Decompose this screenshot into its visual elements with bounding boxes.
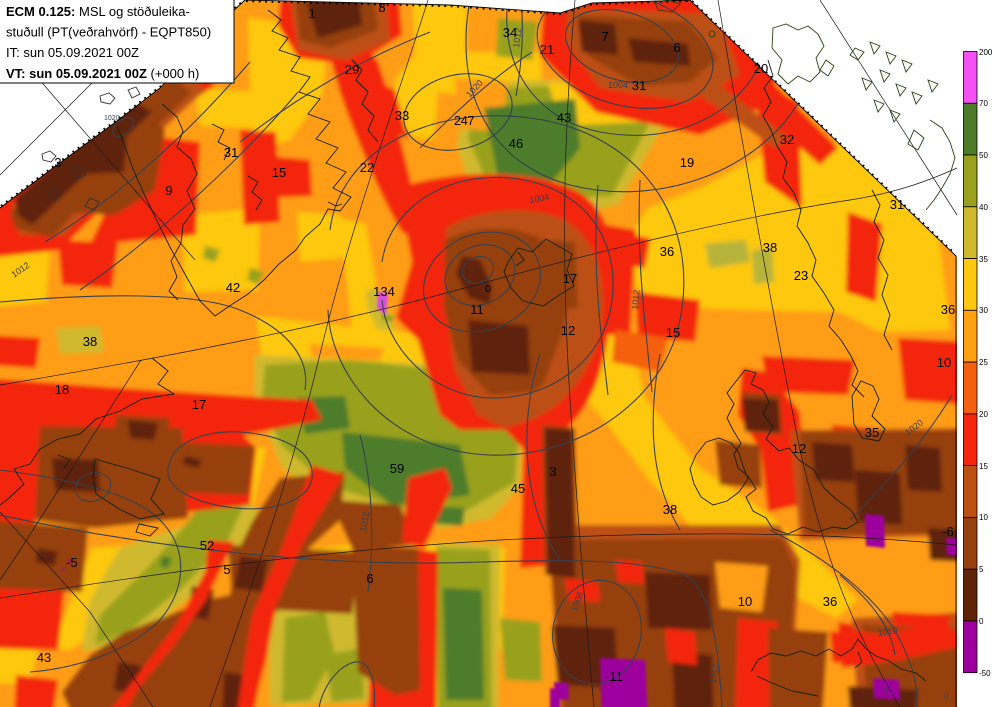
svg-text:-50: -50: [979, 669, 991, 678]
svg-text:23: 23: [794, 268, 808, 283]
svg-text:15: 15: [272, 165, 286, 180]
svg-text:6: 6: [673, 40, 680, 55]
svg-text:31: 31: [890, 197, 904, 212]
svg-text:20: 20: [979, 410, 988, 419]
svg-text:33: 33: [395, 108, 409, 123]
svg-text:42: 42: [226, 280, 240, 295]
svg-text:1004: 1004: [529, 192, 550, 205]
svg-text:200: 200: [979, 48, 993, 57]
svg-text:-5: -5: [66, 555, 78, 570]
svg-text:32: 32: [780, 132, 794, 147]
svg-text:12: 12: [561, 323, 575, 338]
svg-text:15: 15: [979, 462, 988, 471]
svg-text:0: 0: [485, 284, 491, 295]
svg-text:1004: 1004: [608, 80, 628, 90]
svg-text:31: 31: [632, 78, 646, 93]
svg-text:59: 59: [390, 461, 404, 476]
svg-text:247: 247: [454, 113, 474, 128]
svg-text:5: 5: [979, 565, 984, 574]
svg-text:36: 36: [941, 302, 955, 317]
svg-text:134: 134: [373, 284, 395, 299]
svg-text:19: 19: [680, 155, 694, 170]
svg-text:10: 10: [738, 594, 752, 609]
svg-text:29: 29: [345, 62, 359, 77]
svg-text:22: 22: [360, 160, 374, 175]
svg-text:38: 38: [763, 240, 777, 255]
svg-text:38: 38: [83, 334, 97, 349]
svg-text:0: 0: [979, 617, 984, 626]
svg-text:1010: 1010: [877, 625, 898, 638]
svg-text:3: 3: [549, 464, 556, 479]
svg-text:35: 35: [865, 425, 879, 440]
svg-text:-6: -6: [942, 524, 954, 539]
svg-text:52: 52: [200, 538, 214, 553]
svg-text:1012: 1012: [708, 663, 721, 684]
svg-text:-11: -11: [605, 669, 623, 684]
svg-text:stuðull (PT(veðrahvörf) - EQPT: stuðull (PT(veðrahvörf) - EQPT850): [6, 25, 211, 40]
svg-text:17: 17: [563, 271, 577, 286]
svg-text:1020: 1020: [104, 115, 120, 122]
svg-text:15: 15: [666, 325, 680, 340]
svg-text:36: 36: [660, 244, 674, 259]
svg-text:25: 25: [979, 358, 988, 367]
svg-text:38: 38: [663, 502, 677, 517]
svg-text:0: 0: [944, 692, 949, 701]
svg-text:36: 36: [823, 594, 837, 609]
svg-text:20: 20: [754, 61, 768, 76]
svg-text:0: 0: [882, 685, 889, 696]
svg-text:40: 40: [979, 203, 988, 212]
svg-text:50: 50: [979, 151, 988, 160]
svg-text:43: 43: [37, 650, 51, 665]
svg-text:1: 1: [308, 6, 315, 21]
svg-text:3: 3: [54, 155, 61, 170]
svg-text:43: 43: [557, 110, 571, 125]
svg-text:45: 45: [511, 481, 525, 496]
svg-text:9: 9: [165, 183, 172, 198]
svg-text:10: 10: [979, 513, 988, 522]
svg-text:46: 46: [509, 136, 523, 151]
svg-text:70: 70: [979, 99, 988, 108]
svg-text:21: 21: [540, 42, 554, 57]
svg-text:7: 7: [601, 29, 608, 44]
svg-text:30: 30: [979, 306, 988, 315]
svg-text:1012: 1012: [511, 27, 523, 48]
svg-text:17: 17: [192, 397, 206, 412]
svg-text:ECM 0.125: MSL og stöðuleika-: ECM 0.125: MSL og stöðuleika-: [6, 4, 190, 19]
svg-text:IT: sun 05.09.2021 00Z: IT: sun 05.09.2021 00Z: [6, 45, 139, 60]
svg-text:1012: 1012: [358, 511, 371, 532]
svg-text:35: 35: [979, 255, 988, 264]
svg-text:5: 5: [223, 562, 230, 577]
svg-text:6: 6: [366, 571, 373, 586]
svg-text:18: 18: [55, 382, 69, 397]
svg-text:31: 31: [224, 145, 238, 160]
svg-text:1012: 1012: [630, 289, 642, 310]
svg-text:VT: sun 05.09.2021 00Z (+000 h: VT: sun 05.09.2021 00Z (+000 h): [6, 66, 199, 81]
svg-text:12: 12: [792, 441, 806, 456]
svg-text:34: 34: [503, 25, 517, 40]
svg-text:11: 11: [470, 302, 484, 317]
svg-text:10: 10: [937, 355, 951, 370]
svg-text:8: 8: [378, 0, 385, 15]
